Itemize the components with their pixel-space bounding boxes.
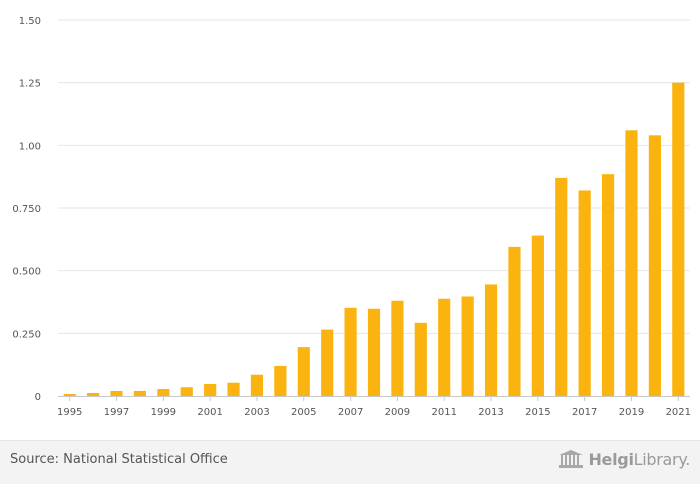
y-tick-label: 0.250 (12, 329, 41, 340)
library-building-icon (559, 450, 584, 468)
bar-1998 (133, 390, 147, 396)
x-tick-label: 2005 (291, 407, 316, 418)
y-tick-label: 0.500 (12, 267, 41, 278)
bar-2007 (344, 307, 357, 396)
bar-2011 (438, 298, 451, 396)
bar-2000 (180, 387, 193, 396)
brand-prefix: Helgi (588, 449, 634, 469)
x-tick-label: 2001 (197, 407, 222, 418)
bar-2018 (601, 174, 615, 396)
bar-2014 (508, 246, 521, 396)
x-tick-label: 1995 (57, 407, 82, 418)
bar-2017 (578, 190, 591, 396)
y-axis-ticks: 0 0.250 0.500 0.750 1.00 1.25 1.50 (12, 16, 41, 403)
bar-2005 (297, 347, 310, 396)
bar-2008 (367, 308, 381, 396)
y-tick-label: 1.00 (19, 141, 41, 152)
bar-2001 (204, 383, 217, 396)
x-tick-label: 2021 (666, 407, 691, 418)
bar-2015 (531, 235, 544, 396)
x-tick-label: 2011 (431, 407, 456, 418)
bar-2002 (227, 382, 240, 396)
bar-2010 (414, 322, 427, 396)
gridlines (58, 19, 690, 334)
bar-2006 (321, 329, 334, 396)
bar-1996 (87, 392, 100, 396)
bar-2019 (625, 130, 638, 396)
brand-logo: HelgiLibrary. (558, 449, 690, 469)
x-tick-label: 2003 (244, 407, 269, 418)
x-tick-label: 2009 (385, 407, 410, 418)
bar-1995 (63, 393, 76, 396)
x-tick-label: 2017 (572, 407, 597, 418)
bar-1999 (157, 388, 170, 396)
brand-suffix: Library. (633, 449, 691, 469)
x-axis-ticks: 1995 1997 1999 2001 2003 2005 2007 2009 2011 2013… (57, 396, 691, 418)
y-tick-label: 0.750 (12, 204, 41, 215)
bar-2016 (555, 177, 568, 396)
y-tick-label: 1.25 (19, 79, 41, 90)
bar-2012 (461, 296, 474, 396)
bar-2013 (484, 284, 498, 396)
x-tick-label: 2015 (525, 407, 550, 418)
bar-2020 (648, 135, 661, 396)
footer: Source: National Statistical Office Helg… (0, 440, 700, 484)
bar-2003 (250, 374, 264, 396)
x-tick-label: 1997 (104, 407, 129, 418)
bar-1997 (110, 390, 123, 396)
bar-2021 (672, 82, 685, 397)
y-tick-label: 0 (35, 392, 41, 403)
y-tick-label: 1.50 (19, 16, 41, 27)
brand-name: HelgiLibrary. (588, 450, 690, 469)
x-tick-label: 2007 (338, 407, 363, 418)
x-tick-label: 2013 (478, 407, 503, 418)
x-tick-label: 1999 (151, 407, 176, 418)
source-note: Source: National Statistical Office (10, 452, 228, 467)
bar-2004 (274, 365, 287, 396)
bar-2009 (391, 300, 404, 396)
bars (63, 82, 685, 397)
x-tick-label: 2019 (619, 407, 644, 418)
